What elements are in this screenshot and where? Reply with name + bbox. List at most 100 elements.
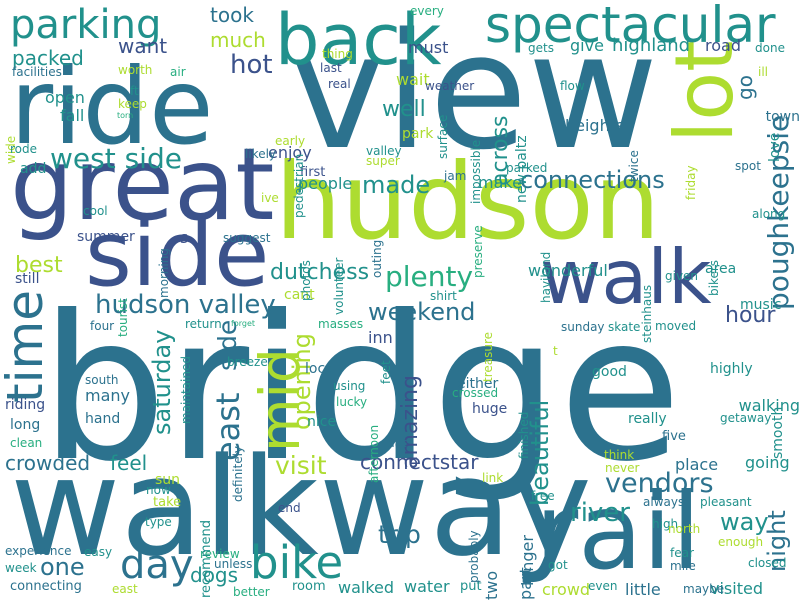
word-water: water — [404, 577, 450, 596]
word-clean: clean — [10, 436, 43, 450]
word-done: done — [755, 41, 785, 55]
word-really: really — [628, 411, 667, 427]
word-must: must — [408, 38, 449, 57]
word-music: music — [740, 297, 782, 313]
word-vendors: vendors — [605, 468, 714, 499]
word-way: way — [720, 508, 769, 536]
word-weekend: weekend — [368, 298, 476, 326]
word-torn: torn — [117, 111, 134, 120]
word-east-2: east — [112, 582, 138, 596]
word-nice: nice — [307, 414, 337, 430]
word-now: now — [146, 483, 171, 497]
word-high: high — [652, 517, 679, 531]
word-love: love — [767, 132, 783, 163]
word-add: add — [20, 161, 47, 177]
word-week: week — [5, 561, 37, 575]
word-huge: huge — [472, 401, 508, 417]
word-heights: heights — [565, 116, 625, 135]
word-inn: inn — [368, 328, 393, 347]
word-hudson: hudson — [275, 141, 661, 263]
word-preserve: preserve — [471, 224, 485, 278]
word-south: south — [85, 373, 119, 387]
word-hot: hot — [230, 50, 273, 80]
word-cant: cant — [284, 287, 315, 303]
word-make: make — [478, 173, 522, 192]
word-impossible: impossible — [469, 139, 483, 205]
word-hat: hat — [387, 436, 407, 450]
word-plenty: plenty — [385, 260, 474, 293]
word-go: go — [733, 74, 757, 100]
word-mile: mile — [670, 559, 696, 573]
word-breeze: breeze — [227, 355, 268, 369]
word-gets: gets — [528, 41, 554, 55]
word-place: place — [675, 455, 719, 474]
word-long: long — [10, 417, 41, 433]
word-worth: worth — [118, 63, 153, 77]
word-hudson-valley: hudson valley — [95, 290, 276, 320]
word-type: type — [145, 515, 172, 529]
word-walked: walked — [338, 578, 395, 597]
word-walk: walk — [540, 233, 712, 321]
word-volunteer: volunteer — [332, 257, 346, 316]
word-review: review — [200, 547, 240, 561]
word-rode: rode — [10, 142, 38, 156]
word-real: real — [328, 77, 351, 91]
word-longer: longer — [518, 535, 537, 586]
word-maintained: maintained — [179, 355, 193, 424]
word-hand: hand — [85, 411, 121, 427]
word-smooth: smooth — [770, 406, 786, 460]
word-made: made — [362, 171, 431, 199]
word-haviland: haviland — [539, 251, 553, 304]
word-view: view — [290, 0, 659, 185]
word-bikers: bikers — [707, 259, 721, 297]
word-highly: highly — [710, 361, 753, 377]
word-keep: keep — [118, 97, 147, 111]
word-amazing: amazing — [398, 374, 423, 469]
word-crossed: crossed — [452, 386, 499, 400]
word-every: every — [410, 4, 444, 18]
word-air: air — [170, 65, 186, 79]
word-river: river — [570, 498, 630, 528]
word-parking: parking — [10, 2, 162, 48]
word-using: using — [333, 379, 366, 393]
word-bike: bike — [250, 536, 344, 589]
word-even: even — [588, 579, 618, 593]
word-riding: riding — [5, 397, 46, 413]
word-friday: friday — [684, 164, 698, 200]
word-got: got — [548, 558, 568, 572]
word-masses: masses — [318, 317, 364, 331]
word-morning: morning — [157, 247, 171, 298]
word-one: one — [40, 553, 85, 581]
word-either: either — [457, 376, 499, 392]
word-tourist: tourist — [116, 297, 130, 337]
word-lucky: lucky — [336, 395, 368, 409]
word-enjoy: enjoy — [268, 143, 312, 162]
word-ill: ill — [758, 65, 769, 79]
word-north: north — [668, 522, 701, 536]
word-dogs: dogs — [190, 563, 239, 587]
word-best: best — [15, 253, 63, 278]
word-ft: ft — [130, 84, 139, 98]
word-visit: visit — [275, 451, 327, 480]
word-never: never — [605, 461, 640, 475]
word-s: s — [180, 228, 189, 247]
word-much: much — [210, 28, 266, 52]
word-road: road — [705, 36, 741, 55]
word-cool: cool — [83, 204, 108, 218]
word-trip: trip — [378, 520, 421, 549]
word-t: t — [553, 344, 558, 358]
word-pleasant: pleasant — [700, 495, 752, 509]
word-going: going — [745, 453, 790, 472]
word-twice: twice — [627, 149, 641, 182]
word-five: five — [662, 429, 686, 444]
word-sun: sun — [155, 472, 181, 488]
word-think: think — [604, 448, 635, 462]
word-take: take — [153, 495, 182, 510]
word-enough: enough — [718, 535, 764, 549]
word-crowded: crowded — [5, 451, 91, 475]
word-pedestrian: pedestrian — [292, 153, 306, 219]
word-day: day — [120, 542, 194, 588]
word-connectstar: connectstar — [360, 450, 479, 474]
word-packed: packed — [12, 46, 84, 70]
